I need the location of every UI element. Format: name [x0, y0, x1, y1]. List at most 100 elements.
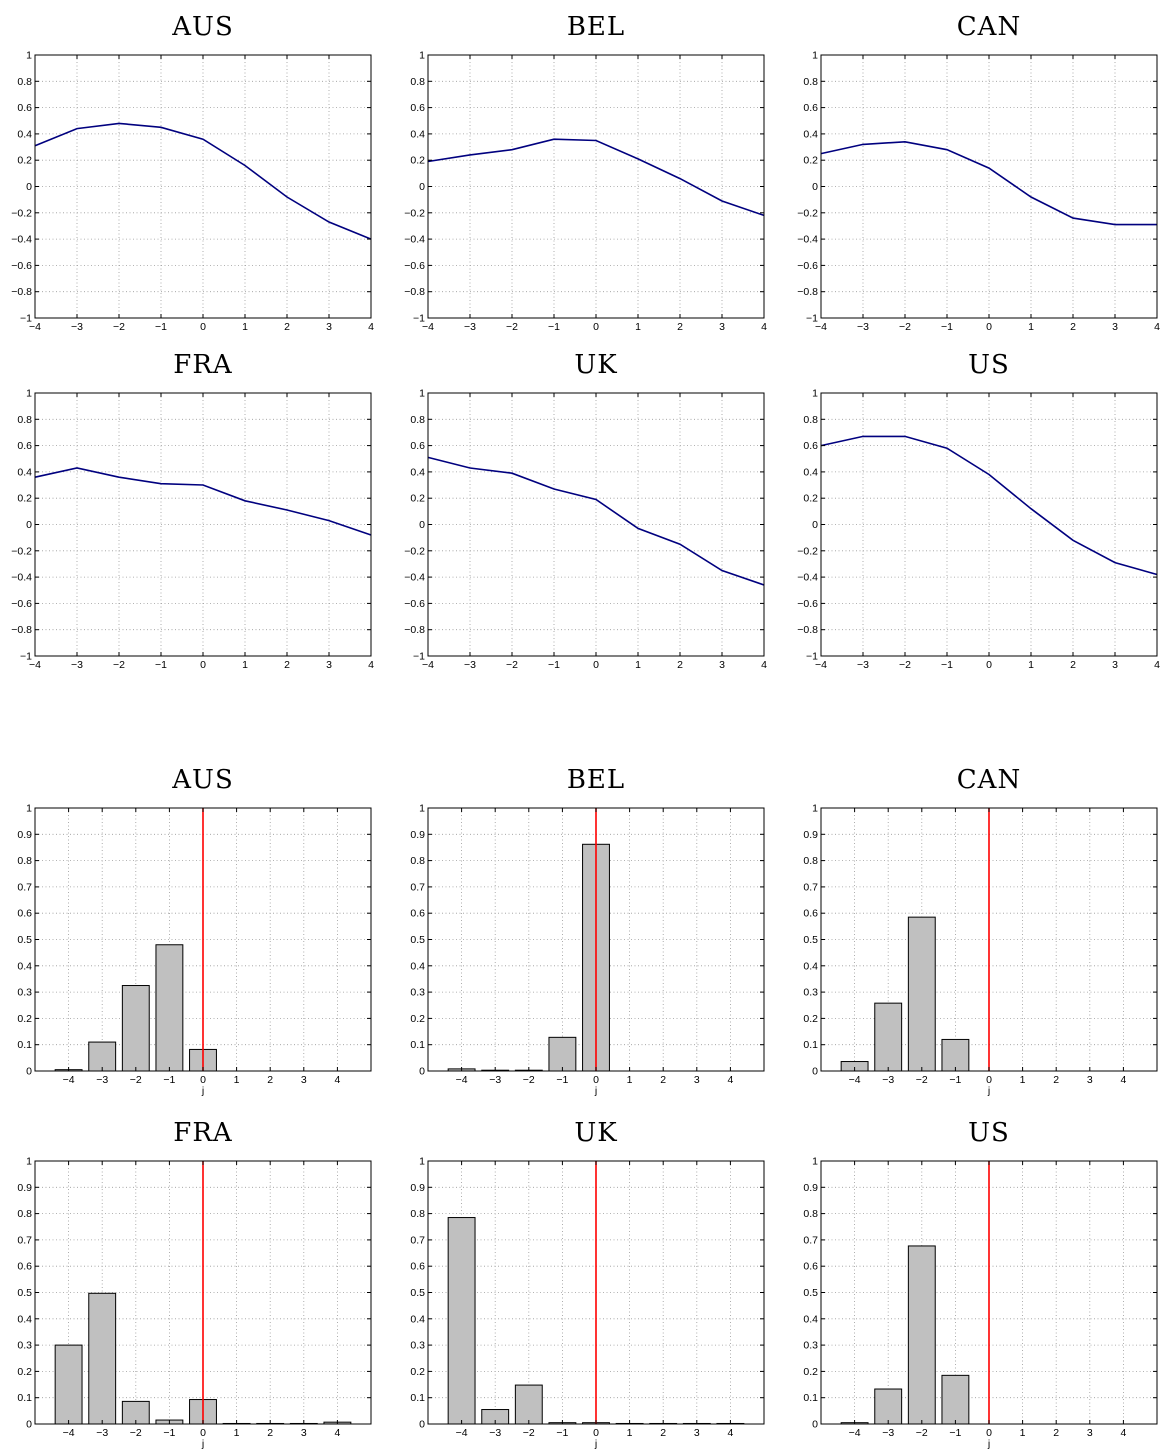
series-line: [427, 138, 765, 217]
x-tick-label: 4: [1120, 1427, 1126, 1439]
y-tick-label: 0.5: [803, 1287, 818, 1299]
x-axis-label: j: [594, 1085, 597, 1097]
y-tick-label: 0: [26, 1419, 32, 1431]
y-tick-label: −0.6: [404, 598, 425, 610]
y-tick-label: 0.6: [17, 102, 32, 114]
x-tick-label: −4: [29, 321, 41, 333]
y-tick-label: 0.2: [803, 155, 818, 167]
y-tick-label: 0.6: [803, 102, 818, 114]
y-tick-label: −0.4: [797, 234, 818, 246]
y-tick-label: 1: [26, 388, 32, 400]
y-tick-label: 0.3: [410, 987, 425, 999]
y-tick-label: −1: [20, 313, 32, 325]
y-tick-label: 0.5: [17, 1287, 32, 1299]
y-tick-label: 0.6: [17, 1261, 32, 1273]
bar: [514, 1384, 543, 1425]
x-tick-label: −2: [113, 659, 125, 671]
x-tick-label: 2: [677, 659, 683, 671]
x-tick-label: −4: [63, 1427, 75, 1439]
bar: [907, 916, 936, 1072]
y-tick-label: 0.9: [17, 829, 32, 841]
x-tick-label: 0: [200, 659, 206, 671]
y-tick-label: 0.6: [410, 908, 425, 920]
y-tick-label: 0.9: [410, 829, 425, 841]
y-tick-label: 0: [419, 181, 425, 193]
x-tick-label: 3: [1087, 1074, 1093, 1086]
x-tick-label: −1: [556, 1074, 568, 1086]
y-tick-label: 0.2: [17, 1013, 32, 1025]
y-tick-label: 1: [812, 803, 818, 815]
x-tick-label: 4: [761, 659, 767, 671]
x-tick-label: 3: [326, 659, 332, 671]
y-tick-label: 1: [419, 1156, 425, 1168]
y-tick-label: 0.4: [803, 960, 818, 972]
chart-title: CAN: [957, 12, 1021, 42]
y-tick-label: 0.7: [17, 881, 32, 893]
y-tick-label: −0.2: [797, 207, 818, 219]
bar: [941, 1038, 970, 1072]
x-tick-label: 4: [1154, 321, 1160, 333]
x-tick-label: 2: [660, 1427, 666, 1439]
x-tick-label: 3: [301, 1074, 307, 1086]
y-tick-label: −0.4: [404, 234, 425, 246]
x-tick-label: −1: [163, 1427, 175, 1439]
y-tick-label: 0.1: [803, 1392, 818, 1404]
y-tick-label: 0: [419, 1066, 425, 1078]
x-tick-label: 2: [267, 1074, 273, 1086]
y-tick-label: 0.8: [17, 855, 32, 867]
y-tick-label: 0.1: [17, 1039, 32, 1051]
y-tick-label: 0.7: [410, 1234, 425, 1246]
y-tick-label: 0.2: [803, 1366, 818, 1378]
x-tick-label: 4: [334, 1074, 340, 1086]
y-tick-label: 1: [26, 1156, 32, 1168]
x-tick-label: −2: [113, 321, 125, 333]
x-tick-label: 2: [1053, 1427, 1059, 1439]
chart-title: UK: [574, 1118, 617, 1148]
y-tick-label: −0.2: [404, 207, 425, 219]
x-tick-label: 3: [326, 321, 332, 333]
x-tick-label: 4: [727, 1427, 733, 1439]
y-tick-label: −0.8: [797, 286, 818, 298]
y-tick-label: −0.2: [11, 545, 32, 557]
x-tick-label: −3: [857, 659, 869, 671]
y-tick-label: 0.2: [410, 155, 425, 167]
chart-title: FRA: [173, 350, 233, 380]
x-tick-label: 4: [727, 1074, 733, 1086]
x-tick-label: 1: [234, 1427, 240, 1439]
y-tick-label: −0.8: [11, 286, 32, 298]
y-tick-label: 1: [419, 50, 425, 62]
y-tick-label: 0.3: [17, 987, 32, 999]
y-tick-label: 0.4: [803, 466, 818, 478]
chart-line-fra: FRA −1 −0.8 −0.6 −0.4 −0.2 0 0.2 0.4 0.6 0.8 1 −4 −3 −…: [11, 350, 374, 671]
y-tick-label: 0.2: [803, 1013, 818, 1025]
x-tick-label: 2: [1070, 659, 1076, 671]
y-tick-label: 0.5: [410, 1287, 425, 1299]
x-tick-label: 4: [761, 321, 767, 333]
y-tick-label: 0: [26, 519, 32, 531]
y-tick-label: 0.9: [410, 1182, 425, 1194]
x-tick-label: 3: [301, 1427, 307, 1439]
x-tick-label: −2: [506, 659, 518, 671]
x-tick-label: 2: [1053, 1074, 1059, 1086]
x-tick-label: 2: [660, 1074, 666, 1086]
y-tick-label: 0.2: [410, 1013, 425, 1025]
y-tick-label: 0.8: [410, 855, 425, 867]
x-tick-label: 2: [267, 1427, 273, 1439]
y-tick-label: 0.4: [17, 128, 32, 140]
y-tick-label: 0.1: [410, 1039, 425, 1051]
chart-title: BEL: [567, 765, 625, 795]
chart-line-bel: BEL −1 −0.8 −0.6 −0.4 −0.2 0 0.2 0.4 0.6 0.8 1 −4 −3 −…: [404, 12, 767, 333]
x-tick-label: 0: [986, 659, 992, 671]
x-tick-label: 0: [200, 1074, 206, 1086]
bar: [907, 1245, 936, 1425]
y-tick-label: −0.2: [11, 207, 32, 219]
y-tick-label: −1: [413, 651, 425, 663]
x-tick-label: 3: [719, 321, 725, 333]
y-tick-label: 1: [812, 1156, 818, 1168]
x-tick-label: −4: [422, 659, 434, 671]
y-tick-label: −0.6: [797, 598, 818, 610]
y-tick-label: 0.4: [17, 466, 32, 478]
y-tick-label: 0: [26, 1066, 32, 1078]
x-tick-label: −4: [422, 321, 434, 333]
x-tick-label: 1: [242, 659, 248, 671]
